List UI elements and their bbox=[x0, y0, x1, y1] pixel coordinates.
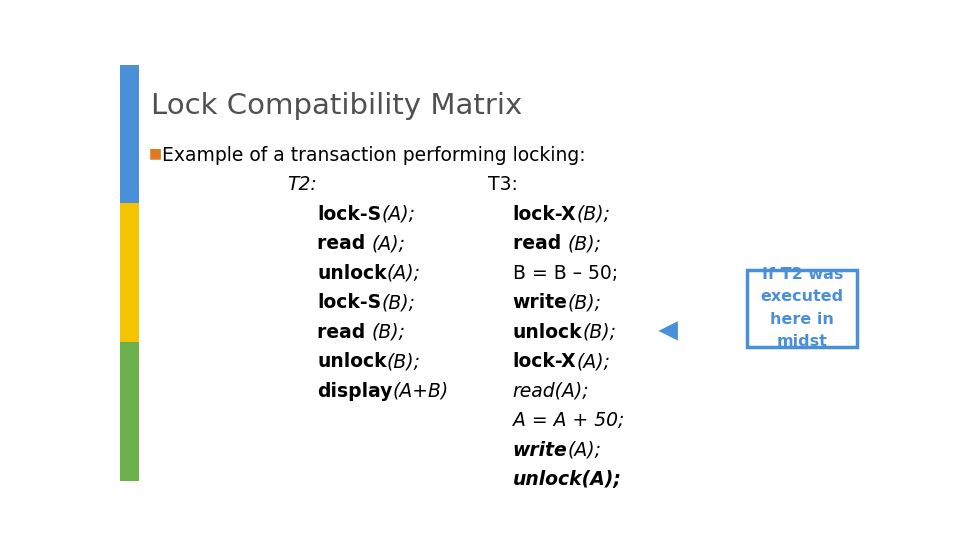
Text: unlock: unlock bbox=[513, 322, 583, 342]
Text: (A);: (A); bbox=[567, 441, 602, 460]
Text: write: write bbox=[513, 293, 567, 312]
Text: lock-X: lock-X bbox=[513, 205, 576, 224]
Text: (B);: (B); bbox=[583, 322, 616, 342]
Text: T3:: T3: bbox=[489, 175, 518, 194]
Text: (B);: (B); bbox=[567, 234, 602, 253]
Text: (A);: (A); bbox=[372, 234, 406, 253]
Text: unlock: unlock bbox=[317, 264, 387, 282]
Text: (B);: (B); bbox=[387, 352, 420, 371]
Text: lock-S: lock-S bbox=[317, 293, 381, 312]
Text: (B);: (B); bbox=[567, 293, 602, 312]
Text: (B);: (B); bbox=[576, 205, 611, 224]
Text: If T2 was
executed
here in
midst: If T2 was executed here in midst bbox=[760, 267, 844, 349]
Text: ■: ■ bbox=[148, 146, 161, 160]
Text: (A);: (A); bbox=[387, 264, 420, 282]
Bar bbox=[120, 65, 138, 203]
Text: B = B – 50;: B = B – 50; bbox=[513, 264, 618, 282]
Text: unlock(A);: unlock(A); bbox=[513, 470, 622, 489]
Text: read: read bbox=[317, 322, 372, 342]
Text: read: read bbox=[317, 234, 372, 253]
Text: (A+B): (A+B) bbox=[393, 382, 448, 401]
Text: write: write bbox=[513, 441, 567, 460]
Text: (A);: (A); bbox=[576, 352, 611, 371]
Text: lock-X: lock-X bbox=[513, 352, 576, 371]
Text: display: display bbox=[317, 382, 393, 401]
Text: unlock: unlock bbox=[317, 352, 387, 371]
Text: read(A);: read(A); bbox=[513, 382, 589, 401]
Text: Lock Compatibility Matrix: Lock Compatibility Matrix bbox=[152, 92, 522, 120]
Text: Example of a transaction performing locking:: Example of a transaction performing lock… bbox=[162, 146, 586, 165]
FancyBboxPatch shape bbox=[747, 269, 857, 347]
Text: (B);: (B); bbox=[372, 322, 406, 342]
Bar bbox=[120, 203, 138, 342]
Bar bbox=[120, 342, 138, 481]
Text: (B);: (B); bbox=[381, 293, 416, 312]
Text: lock-S: lock-S bbox=[317, 205, 381, 224]
Text: read: read bbox=[513, 234, 567, 253]
Text: A = A + 50;: A = A + 50; bbox=[513, 411, 624, 430]
Text: T2:: T2: bbox=[287, 175, 317, 194]
Text: (A);: (A); bbox=[381, 205, 416, 224]
